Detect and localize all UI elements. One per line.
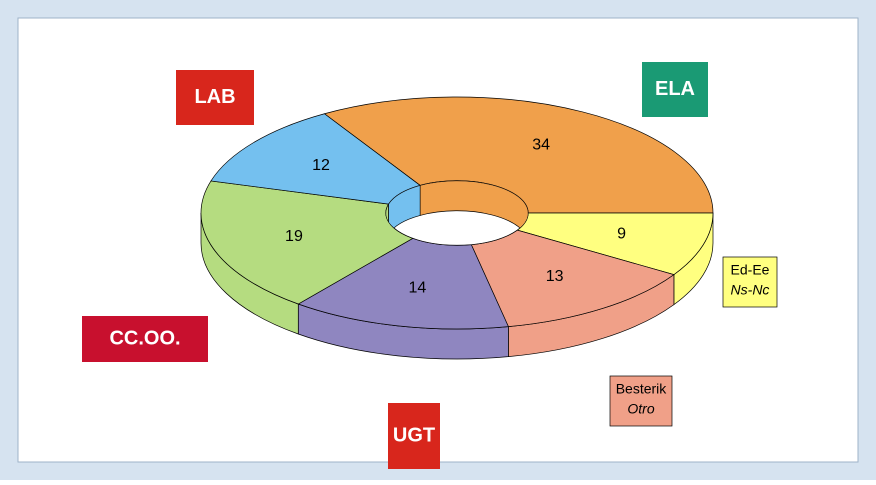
category-box (722, 256, 778, 308)
category-logo (82, 316, 208, 362)
category-label: CC.OO. (109, 327, 180, 349)
data-label: 9 (617, 226, 626, 243)
category-logo (176, 70, 254, 125)
category-label: Ed-Ee (731, 262, 770, 278)
data-label: 13 (546, 268, 564, 285)
category-sublabel: Ns-Nc (731, 282, 770, 298)
data-label: 12 (312, 157, 330, 174)
category-label: Besterik (616, 381, 668, 397)
category-label: ELA (655, 78, 695, 100)
data-label: 34 (532, 137, 550, 154)
data-label: 14 (409, 280, 427, 297)
data-label: 19 (285, 228, 303, 245)
category-logo (388, 403, 440, 469)
category-label: LAB (194, 86, 235, 108)
category-logo (642, 62, 708, 117)
category-sublabel: Otro (627, 401, 654, 417)
category-box (609, 375, 673, 427)
category-label: UGT (393, 424, 435, 446)
